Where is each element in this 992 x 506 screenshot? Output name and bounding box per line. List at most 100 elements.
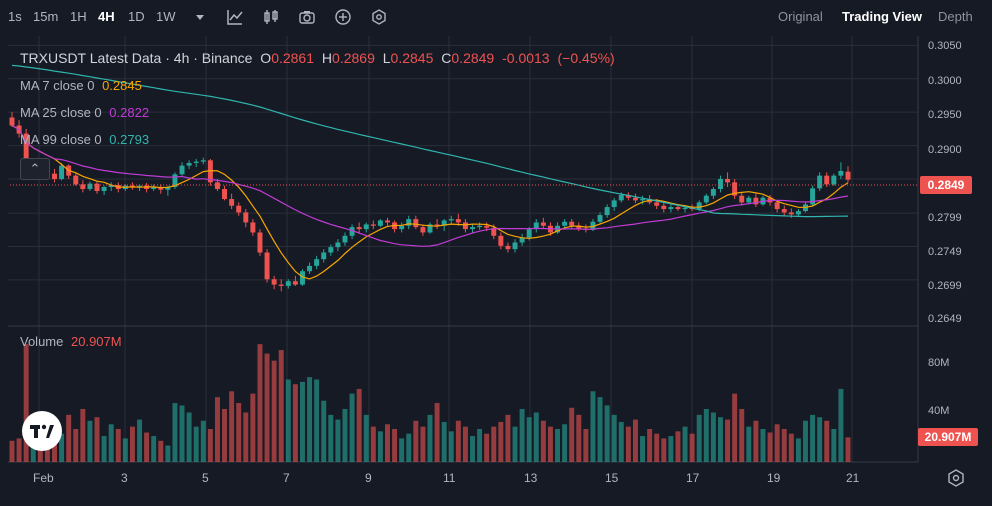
volume-bar bbox=[547, 426, 553, 462]
volume-bar bbox=[462, 426, 468, 462]
ma7-line bbox=[11, 124, 849, 280]
interval-4h[interactable]: 4H bbox=[98, 9, 115, 24]
candle-body bbox=[59, 165, 65, 179]
volume-bar bbox=[717, 417, 723, 462]
volume-bar bbox=[101, 436, 107, 462]
candle-body bbox=[753, 197, 759, 205]
volume-bar bbox=[87, 420, 93, 462]
ma25-legend: MA 25 close 0 0.2822 bbox=[20, 105, 149, 120]
volume-bar bbox=[207, 429, 213, 462]
indicator-chart-icon[interactable] bbox=[226, 8, 244, 26]
candle-body bbox=[52, 173, 57, 179]
volume-bar bbox=[314, 379, 320, 462]
volume-bar bbox=[519, 408, 525, 462]
chart-settings-icon[interactable] bbox=[946, 468, 966, 488]
candle-body bbox=[23, 133, 29, 169]
volume-bar bbox=[817, 417, 823, 462]
legend-open-label: O bbox=[260, 50, 272, 66]
candle-body bbox=[285, 281, 291, 286]
candle-body bbox=[498, 235, 504, 246]
volume-bar bbox=[803, 420, 808, 462]
candle-body bbox=[654, 202, 660, 206]
candle-body bbox=[838, 170, 844, 176]
volume-bar bbox=[285, 379, 291, 462]
candle-body bbox=[94, 183, 100, 192]
candle-body bbox=[271, 279, 277, 285]
last-volume-tag: 20.907M bbox=[918, 428, 978, 446]
interval-1w[interactable]: 1W bbox=[156, 9, 176, 24]
volume-bar bbox=[250, 393, 256, 462]
tradingview-logo bbox=[22, 411, 62, 451]
collapse-legend-button[interactable]: ⌃ bbox=[20, 158, 50, 180]
volume-bar bbox=[434, 403, 440, 462]
candle-body bbox=[370, 224, 376, 226]
date-tick: 13 bbox=[524, 471, 538, 485]
candle-body bbox=[363, 224, 369, 230]
interval-1h[interactable]: 1H bbox=[70, 9, 87, 24]
candle-body bbox=[533, 222, 539, 230]
volume-bar bbox=[16, 438, 22, 462]
candle-body bbox=[470, 227, 475, 230]
candle-body bbox=[618, 195, 624, 201]
candle-body bbox=[569, 221, 575, 226]
view-original[interactable]: Original bbox=[778, 9, 823, 24]
add-circle-icon[interactable] bbox=[334, 8, 352, 26]
camera-icon[interactable] bbox=[298, 8, 316, 26]
volume-bar bbox=[732, 393, 738, 462]
volume-bar bbox=[328, 414, 334, 462]
candle-body bbox=[817, 175, 823, 189]
volume-bar bbox=[555, 429, 561, 462]
candles-icon[interactable] bbox=[262, 8, 280, 26]
date-tick: Feb bbox=[33, 471, 54, 485]
candle-body bbox=[214, 182, 220, 190]
candle-body bbox=[179, 165, 185, 175]
grid-lines bbox=[8, 36, 919, 463]
candle-body bbox=[427, 224, 433, 233]
interval-1d[interactable]: 1D bbox=[128, 9, 145, 24]
volume-bar bbox=[448, 431, 454, 462]
volume-bar bbox=[477, 429, 483, 462]
interval-15m[interactable]: 15m bbox=[33, 9, 59, 24]
candle-body bbox=[831, 175, 837, 185]
volume-bar bbox=[264, 353, 270, 462]
volume-bar bbox=[406, 433, 412, 462]
candle-body bbox=[455, 219, 461, 223]
candle-body bbox=[576, 225, 582, 229]
price-tick: 0.2799 bbox=[928, 212, 962, 224]
candle-body bbox=[526, 229, 532, 238]
candle-body bbox=[299, 271, 305, 285]
volume-bar bbox=[838, 388, 844, 462]
interval-1s[interactable]: 1s bbox=[8, 9, 22, 24]
candle-body bbox=[420, 227, 426, 233]
volume-bar bbox=[236, 403, 242, 462]
volume-bar bbox=[356, 388, 362, 462]
price-tick: 0.3000 bbox=[928, 75, 962, 87]
volume-bar bbox=[725, 419, 731, 462]
volume-legend: Volume 20.907M bbox=[20, 334, 122, 349]
candle-body bbox=[484, 225, 490, 228]
candle-body bbox=[165, 187, 171, 190]
candle-body bbox=[696, 202, 702, 210]
volume-bar bbox=[321, 400, 327, 462]
volume-bar bbox=[385, 424, 390, 462]
volume-bar bbox=[349, 393, 355, 462]
volume-bar bbox=[455, 420, 461, 462]
candle-body bbox=[703, 195, 709, 203]
settings-hex-icon[interactable] bbox=[370, 8, 388, 26]
dropdown-caret-icon[interactable] bbox=[191, 8, 209, 26]
view-depth[interactable]: Depth bbox=[938, 9, 973, 24]
volume-bar bbox=[243, 412, 249, 462]
volume-bar bbox=[214, 397, 220, 462]
candle-body bbox=[243, 212, 249, 223]
volume-bar bbox=[512, 426, 518, 462]
volume-bar bbox=[158, 440, 164, 462]
view-trading-view[interactable]: Trading View bbox=[842, 9, 922, 24]
candle-body bbox=[810, 188, 816, 205]
candle-body bbox=[406, 219, 412, 226]
candle-body bbox=[73, 175, 79, 185]
candle-body bbox=[264, 252, 270, 280]
volume-bar bbox=[9, 440, 15, 462]
volume-bar bbox=[795, 438, 801, 462]
volume-bar bbox=[569, 407, 575, 462]
